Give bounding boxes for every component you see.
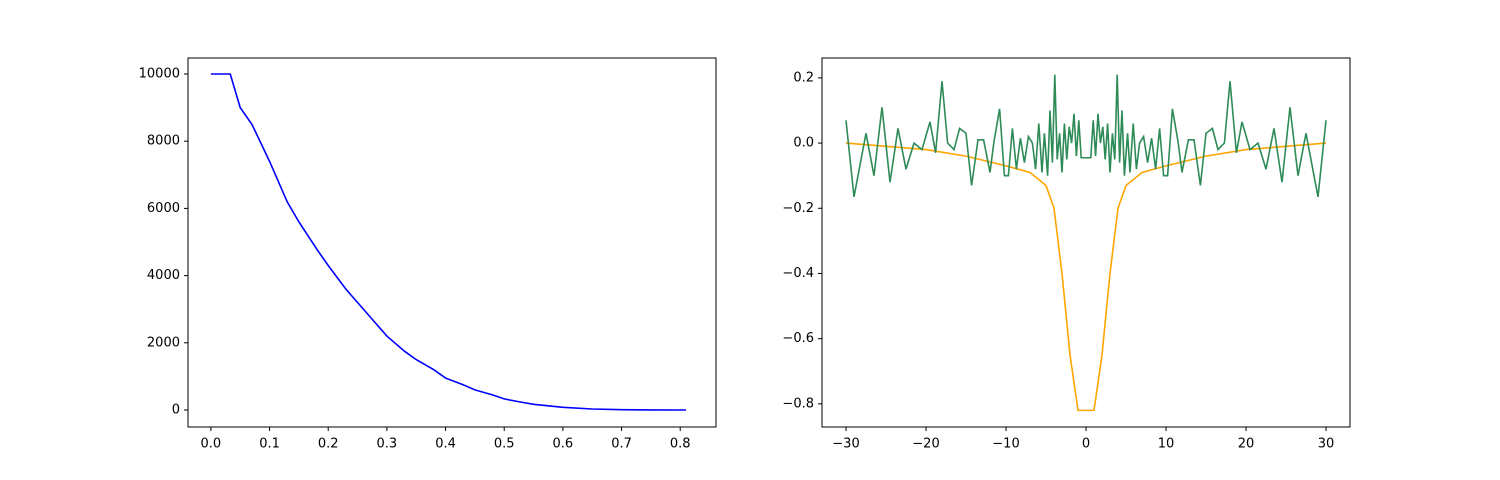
x-tick-label: 0.7 — [611, 437, 632, 452]
y-tick-label: −0.2 — [782, 201, 814, 216]
x-tick-label: −10 — [992, 437, 1019, 452]
y-tick-label: 10000 — [139, 66, 180, 81]
subplot: 0.0 0.1 0.2 0.3 0.4 0.5 0.6 0.7 0.8 0 2000 4000 6000… — [139, 57, 717, 452]
x-tick-label: 0.2 — [318, 437, 339, 452]
x-tick-label: 0.0 — [201, 437, 222, 452]
data-line — [210, 73, 687, 411]
y-tick-label: 8000 — [147, 134, 180, 149]
data-line — [845, 74, 1327, 198]
y-tick-label: 0.0 — [793, 136, 814, 151]
y-tick-label: 0.2 — [793, 70, 814, 85]
x-tick-label: 0.3 — [377, 437, 398, 452]
y-tick-label: 2000 — [147, 335, 180, 350]
x-tick-label: 0.1 — [259, 437, 280, 452]
y-tick-label: 6000 — [147, 201, 180, 216]
x-tick-label: 0.8 — [670, 437, 691, 452]
y-tick-label: −0.4 — [782, 266, 814, 281]
x-tick-label: −30 — [832, 437, 859, 452]
y-tick-label: 4000 — [147, 268, 180, 283]
x-tick-label: 0.4 — [435, 437, 456, 452]
data-line — [845, 142, 1327, 412]
axes-frame — [821, 57, 1351, 428]
x-tick-label: −20 — [912, 437, 939, 452]
x-tick-label: 0 — [1082, 437, 1090, 452]
x-tick-label: 10 — [1158, 437, 1175, 452]
subplot: −30 −20 −10 0 10 20 30 −0.8 −0.6 −0.4 −0.2 0.0 0.2 — [782, 57, 1351, 452]
y-tick-label: 0 — [172, 402, 180, 417]
x-tick-label: 0.5 — [494, 437, 515, 452]
x-tick-label: 20 — [1238, 437, 1255, 452]
y-tick-label: −0.8 — [782, 396, 814, 411]
axes-frame — [187, 57, 717, 428]
y-tick-label: −0.6 — [782, 331, 814, 346]
x-tick-label: 30 — [1318, 437, 1335, 452]
x-tick-label: 0.6 — [553, 437, 574, 452]
